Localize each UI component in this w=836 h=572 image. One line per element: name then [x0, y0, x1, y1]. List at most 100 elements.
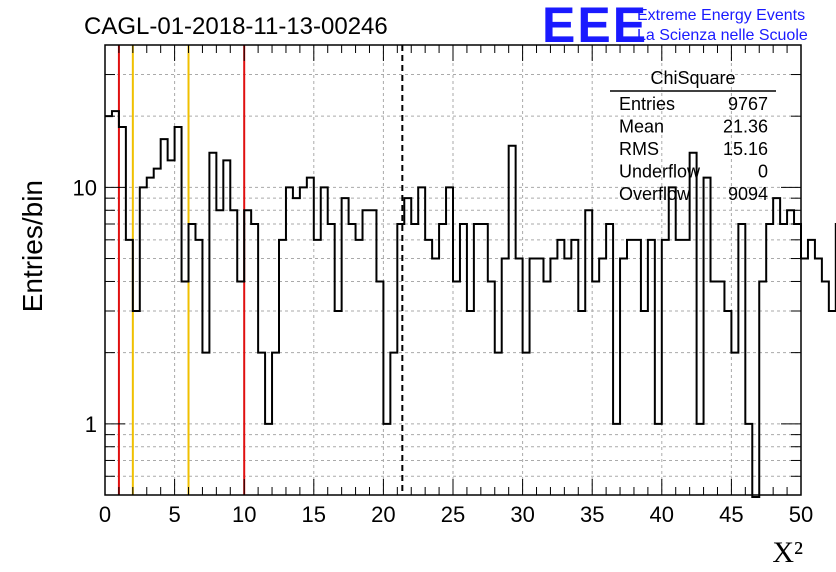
- stats-value: 15.16: [723, 139, 768, 159]
- histogram-bin: [446, 187, 453, 495]
- histogram-bin: [766, 224, 773, 495]
- histogram-line: [105, 110, 836, 498]
- histogram-bin: [182, 281, 189, 495]
- x-tick-label: 35: [580, 502, 604, 527]
- histogram-bin: [175, 127, 182, 495]
- histogram-bin: [717, 281, 724, 495]
- stats-value: 21.36: [723, 117, 768, 137]
- histogram-bin: [147, 178, 154, 495]
- histogram-bin: [502, 259, 509, 495]
- histogram-bin: [202, 353, 209, 495]
- histogram-bin: [140, 187, 147, 495]
- histogram-bin: [509, 146, 516, 495]
- eee-logo: EEE Extreme Energy Events La Scienza nel…: [542, 0, 808, 53]
- histogram-bin: [773, 198, 780, 495]
- histogram-bin: [425, 240, 432, 495]
- histogram-bin: [411, 224, 418, 495]
- x-tick-label: 40: [650, 502, 674, 527]
- histogram-bin: [641, 311, 648, 495]
- histogram-bin: [119, 127, 126, 495]
- y-axis-label: Entries/bin: [17, 180, 48, 312]
- histogram-bin: [627, 240, 634, 495]
- histogram-bin: [495, 353, 502, 495]
- x-tick-label: 30: [510, 502, 534, 527]
- stats-rows: Entries 9767 Mean 21.36 RMS 15.16 Underflow 0 Ov…: [619, 94, 768, 204]
- histogram-bin: [731, 353, 738, 495]
- logo-line-2: La Scienza nelle Scuole: [637, 27, 808, 44]
- y-tick-label: 10: [73, 175, 97, 200]
- histogram-bin: [738, 224, 745, 495]
- ticks: 0 5 10 15 20 25 30 35 40 45 50 1 10: [73, 45, 813, 527]
- x-tick-label: 45: [719, 502, 743, 527]
- histogram-bin: [648, 240, 655, 495]
- x-tick-label: 20: [371, 502, 395, 527]
- histogram-bin: [369, 210, 376, 495]
- histogram-bin: [829, 311, 836, 495]
- histogram-bin: [237, 281, 244, 495]
- histogram-bin: [349, 224, 356, 495]
- histogram-bin: [550, 259, 557, 495]
- histogram-bin: [105, 116, 112, 495]
- histogram-bin: [418, 187, 425, 495]
- histogram-bin: [168, 160, 175, 495]
- histogram-bin: [481, 224, 488, 495]
- histogram-bin: [780, 224, 787, 495]
- histogram-bin: [342, 198, 349, 495]
- histogram-bin: [571, 240, 578, 495]
- histogram-bin: [564, 259, 571, 495]
- histogram-bin: [272, 353, 279, 495]
- x-tick-label: 15: [302, 502, 326, 527]
- histogram-bin: [328, 224, 335, 495]
- histogram-bin: [606, 224, 613, 495]
- histogram-bin: [523, 353, 530, 495]
- histogram-bin: [815, 259, 822, 495]
- histogram-bin: [383, 424, 390, 495]
- histogram-bin: [439, 224, 446, 495]
- histogram-bin: [704, 178, 711, 495]
- histogram-bin: [404, 198, 411, 495]
- histogram-bin: [530, 259, 537, 495]
- x-tick-label: 10: [232, 502, 256, 527]
- histogram-bin: [209, 153, 216, 495]
- histogram-bin: [258, 353, 265, 495]
- stats-label: Underflow: [619, 162, 701, 182]
- histogram-bin: [356, 240, 363, 495]
- histogram-bin: [390, 353, 397, 495]
- histogram-bin: [286, 187, 293, 495]
- stats-label: RMS: [619, 139, 659, 159]
- stats-label: Overflow: [619, 184, 691, 204]
- histogram-bin: [376, 281, 383, 495]
- histogram-bin: [335, 311, 342, 495]
- x-tick-label: 0: [99, 502, 111, 527]
- stats-value: 9094: [728, 184, 768, 204]
- histogram-bin: [154, 169, 161, 495]
- histogram-bin: [822, 281, 829, 495]
- histogram-bin: [265, 424, 272, 495]
- histogram-bin: [543, 281, 550, 495]
- y-tick-label: 1: [85, 412, 97, 437]
- x-tick-label: 50: [789, 502, 813, 527]
- histogram-bin: [711, 281, 718, 495]
- histogram-bin: [557, 240, 564, 495]
- histogram-bin: [697, 424, 704, 495]
- histogram-bin: [279, 240, 286, 495]
- histogram-bin: [432, 259, 439, 495]
- eee-logo-letters: EEE: [542, 0, 648, 53]
- stats-box: ChiSquare Entries 9767 Mean 21.36 RMS 15.16 Un…: [610, 68, 776, 204]
- histogram-bin: [599, 259, 606, 495]
- histogram-bin: [293, 198, 300, 495]
- histogram-bin: [161, 139, 168, 495]
- histogram-bin: [244, 210, 251, 495]
- histogram-bin: [537, 259, 544, 495]
- histogram-bin: [223, 160, 230, 495]
- stats-label: Entries: [619, 94, 675, 114]
- stats-value: 9767: [728, 94, 768, 114]
- histogram-bin: [300, 187, 307, 495]
- histogram-bin: [655, 424, 662, 495]
- histogram-bin: [683, 240, 690, 495]
- x-axis-label: X²: [772, 536, 803, 569]
- histogram-bin: [321, 187, 328, 495]
- histogram-bin: [613, 424, 620, 495]
- histogram-bin: [230, 210, 237, 495]
